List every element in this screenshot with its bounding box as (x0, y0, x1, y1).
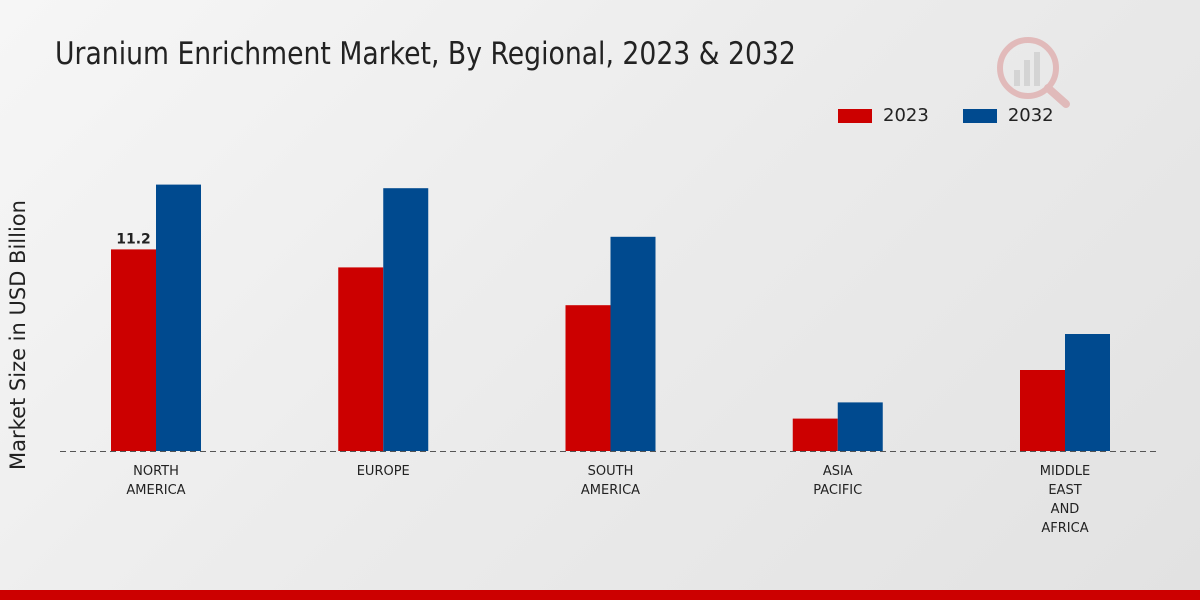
data-label: 11.2 (116, 231, 151, 247)
x-tick-label-line: NORTH (101, 462, 211, 481)
x-tick-label: EUROPE (328, 462, 438, 481)
x-tick-label-line: PACIFIC (783, 481, 893, 500)
bar-2023-1 (338, 267, 383, 451)
bar-2023-2 (566, 305, 611, 451)
x-tick-label: SOUTHAMERICA (556, 462, 666, 500)
bar-2032-4 (1065, 334, 1110, 451)
footer-accent-bar (0, 590, 1200, 600)
x-tick-label-line: EAST (1010, 481, 1120, 500)
x-tick-label: NORTHAMERICA (101, 462, 211, 500)
x-tick-label: MIDDLEEASTANDAFRICA (1010, 462, 1120, 538)
x-tick-label-line: EUROPE (328, 462, 438, 481)
bar-2032-0 (156, 185, 201, 451)
bar-2023-3 (793, 419, 838, 451)
x-tick-label-line: MIDDLE (1010, 462, 1120, 481)
bar-2023-0 (111, 249, 156, 451)
x-tick-label-line: AND (1010, 500, 1120, 519)
x-tick-label-line: AFRICA (1010, 519, 1120, 538)
x-tick-label: ASIAPACIFIC (783, 462, 893, 500)
x-tick-label-line: AMERICA (556, 481, 666, 500)
bar-2032-2 (611, 237, 656, 451)
bar-2023-4 (1020, 370, 1065, 451)
x-tick-label-line: SOUTH (556, 462, 666, 481)
bar-2032-3 (838, 402, 883, 451)
bar-2032-1 (383, 188, 428, 451)
x-tick-label-line: AMERICA (101, 481, 211, 500)
x-tick-label-line: ASIA (783, 462, 893, 481)
